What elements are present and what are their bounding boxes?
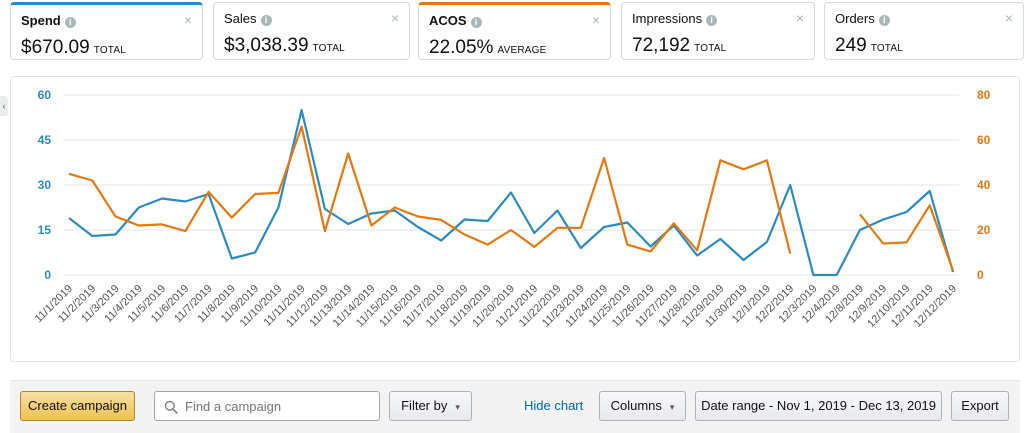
- series-line-spend: [68, 108, 955, 277]
- chart-panel: 0 15 30 45 60 0 20 40 60 80 11/1/2019 11/2/2019 11/3…: [10, 76, 1020, 362]
- y-left-tick-label: 30: [38, 178, 52, 192]
- y-right-tick-label: 20: [977, 223, 991, 237]
- metric-value: $3,038.39 TOTAL: [224, 35, 345, 56]
- filter-by-label: Filter by: [401, 398, 448, 413]
- filter-by-button[interactable]: Filter by ▾: [389, 391, 472, 421]
- y-left-tick-label: 15: [38, 223, 52, 237]
- metric-value: $670.09 TOTAL: [21, 37, 126, 58]
- close-icon[interactable]: ×: [1004, 10, 1013, 26]
- metric-card-impressions[interactable]: Impressions i × 72,192 TOTAL: [621, 2, 815, 60]
- info-icon[interactable]: i: [470, 17, 482, 28]
- y-right-tick-label: 60: [977, 133, 991, 147]
- metric-title: Sales i: [224, 11, 272, 26]
- series-line-acos: [68, 125, 955, 271]
- collapse-handle[interactable]: ‹: [0, 96, 8, 116]
- y-right-tick-label: 80: [977, 88, 991, 102]
- metric-card-orders[interactable]: Orders i × 249 TOTAL: [824, 2, 1024, 60]
- metric-title: Spend i: [21, 13, 76, 28]
- metric-cards: Spend i × $670.09 TOTAL Sales i × $3,038.39…: [10, 0, 1024, 62]
- metric-card-sales[interactable]: Sales i × $3,038.39 TOTAL: [213, 2, 410, 60]
- y-right-tick-label: 0: [977, 268, 984, 282]
- create-campaign-button[interactable]: Create campaign: [20, 391, 135, 421]
- y-left-tick-label: 0: [44, 268, 51, 282]
- metric-card-acos[interactable]: ACOS i × 22.05% AVERAGE: [418, 2, 611, 60]
- metric-title: Orders i: [835, 11, 890, 26]
- search-input[interactable]: [185, 397, 375, 415]
- campaign-toolbar: Create campaign Filter by ▾ Hide chart Co…: [10, 380, 1020, 433]
- metric-value: 249 TOTAL: [835, 35, 904, 56]
- export-button[interactable]: Export: [951, 391, 1009, 421]
- hide-chart-link[interactable]: Hide chart: [524, 398, 584, 413]
- chevron-down-icon: ▾: [455, 402, 460, 412]
- metric-card-spend[interactable]: Spend i × $670.09 TOTAL: [10, 2, 203, 60]
- search-icon: [164, 400, 178, 414]
- close-icon[interactable]: ×: [591, 12, 600, 28]
- info-icon[interactable]: i: [878, 15, 890, 26]
- performance-chart: 01530456002040608011/1/201911/2/201911/3…: [33, 88, 991, 330]
- y-right-tick-label: 40: [977, 178, 991, 192]
- close-icon[interactable]: ×: [390, 10, 399, 26]
- columns-button[interactable]: Columns ▾: [599, 391, 686, 421]
- info-icon[interactable]: i: [260, 15, 272, 26]
- metric-value: 22.05% AVERAGE: [429, 37, 547, 58]
- columns-label: Columns: [610, 398, 662, 413]
- close-icon[interactable]: ×: [183, 12, 192, 28]
- close-icon[interactable]: ×: [795, 10, 804, 26]
- metric-value: 72,192 TOTAL: [632, 35, 727, 56]
- y-left-tick-label: 45: [38, 133, 52, 147]
- metric-title: Impressions i: [632, 11, 718, 26]
- metric-title: ACOS i: [429, 13, 482, 28]
- date-range-button[interactable]: Date range - Nov 1, 2019 - Dec 13, 2019: [695, 391, 942, 421]
- campaign-search[interactable]: [154, 391, 380, 421]
- y-left-tick-label: 60: [38, 88, 52, 102]
- info-icon[interactable]: i: [64, 17, 76, 28]
- info-icon[interactable]: i: [706, 15, 718, 26]
- chevron-down-icon: ▾: [669, 402, 675, 412]
